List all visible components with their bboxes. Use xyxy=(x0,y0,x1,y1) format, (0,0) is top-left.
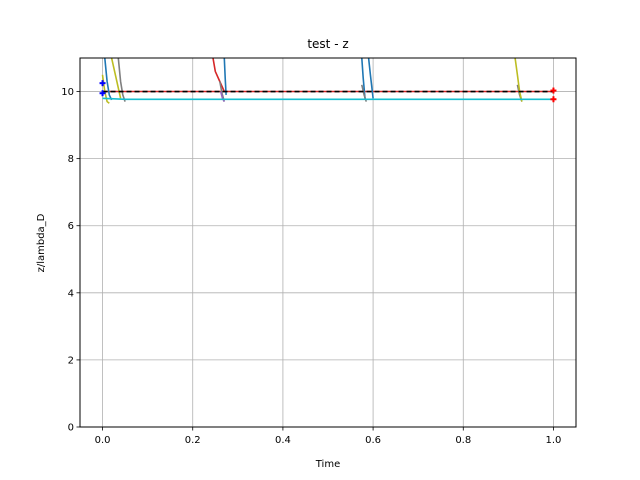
axis-ticks: 0.0 0.2 0.4 0.6 0.8 1.0 0 2 4 6 8 10 xyxy=(61,87,561,446)
y-tick-label: 4 xyxy=(68,288,74,299)
y-axis-label: z/lambda_D xyxy=(36,213,47,272)
series-line xyxy=(367,58,374,99)
series-line xyxy=(104,58,113,101)
x-tick-label: 1.0 xyxy=(546,435,562,446)
series-line xyxy=(212,58,226,92)
chart-title: test - z xyxy=(307,37,348,51)
y-tick-label: 0 xyxy=(68,423,74,434)
y-tick-label: 6 xyxy=(68,221,74,232)
x-axis-label: Time xyxy=(315,459,340,470)
x-tick-label: 0.4 xyxy=(275,435,291,446)
y-tick-label: 8 xyxy=(68,154,74,165)
series-line xyxy=(223,58,227,95)
series-line xyxy=(219,91,226,102)
series-line xyxy=(102,97,554,101)
x-tick-label: 0.2 xyxy=(185,435,201,446)
y-tick-label: 10 xyxy=(61,87,74,98)
series-line xyxy=(361,58,366,99)
series-line xyxy=(117,58,126,102)
series-line xyxy=(514,58,523,102)
plot-area xyxy=(80,58,576,427)
plot-frame xyxy=(79,57,577,428)
x-tick-label: 0.6 xyxy=(365,435,381,446)
x-tick-label: 0.0 xyxy=(95,435,111,446)
x-tick-label: 0.8 xyxy=(455,435,471,446)
grid-lines xyxy=(80,58,576,428)
y-tick-label: 2 xyxy=(68,355,74,366)
marker-layer xyxy=(99,80,557,103)
series-layer xyxy=(101,58,554,104)
